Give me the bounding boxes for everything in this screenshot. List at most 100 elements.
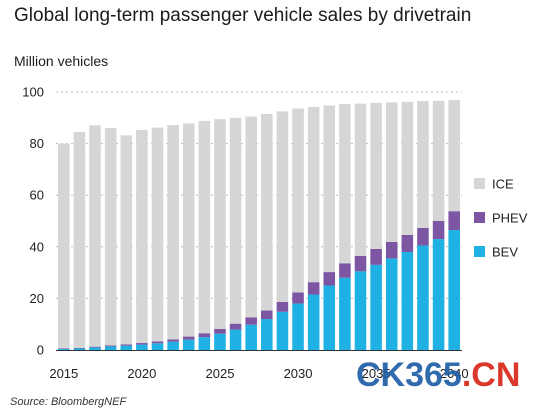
bar-bev-2032 [323, 285, 336, 350]
watermark-part-2: .CN [461, 356, 521, 394]
bar-bev-2033 [339, 277, 351, 350]
bar-phev-2037 [401, 234, 414, 252]
bar-ice-2037 [401, 101, 414, 235]
bar-bev-2036 [385, 258, 398, 350]
bar-ice-2027 [245, 116, 257, 318]
bar-ice-2016 [73, 131, 86, 348]
bar-bev-2027 [245, 324, 257, 350]
legend-label-phev: PHEV [492, 211, 528, 226]
bar-bev-2028 [261, 319, 273, 350]
bar-bev-2022 [167, 341, 179, 350]
bar-phev-2035 [370, 248, 382, 265]
bar-ice-2038 [417, 101, 429, 228]
bar-bev-2023 [182, 339, 195, 350]
bar-ice-2026 [229, 117, 242, 324]
bar-bev-2016 [73, 348, 86, 350]
bar-phev-2015 [58, 348, 70, 349]
bar-bev-2037 [401, 251, 414, 350]
x-tick-label: 2020 [127, 366, 156, 381]
y-tick-label: 60 [30, 188, 44, 203]
bar-bev-2018 [104, 346, 117, 350]
bar-bev-2034 [354, 271, 367, 350]
bar-phev-2026 [229, 323, 242, 330]
bar-phev-2018 [104, 345, 117, 347]
x-axis-ticks: 2015 2020 2025 2030 2035 2040 [49, 366, 468, 381]
bar-phev-2027 [245, 317, 257, 325]
bar-phev-2039 [432, 221, 445, 240]
bars [58, 100, 460, 350]
bar-phev-2029 [276, 302, 289, 312]
y-tick-label: 20 [30, 291, 44, 306]
watermark-part-1: CK365 [356, 356, 462, 394]
bar-bev-2020 [136, 344, 148, 350]
bar-bev-2021 [151, 343, 164, 350]
bar-phev-2023 [182, 336, 195, 340]
watermark-logo: CK365.CN [356, 356, 520, 395]
x-tick-label: 2025 [206, 366, 235, 381]
y-tick-label: 80 [30, 136, 44, 151]
bar-ice-2035 [370, 102, 382, 249]
bar-ice-2022 [167, 125, 179, 340]
bar-bev-2038 [417, 245, 429, 350]
bar-bev-2029 [276, 311, 289, 350]
source-note: Source: BloombergNEF [10, 396, 127, 408]
bar-bev-2030 [292, 303, 304, 350]
chart-title: Global long-term passenger vehicle sales… [14, 5, 472, 26]
y-axis-label: Million vehicles [14, 53, 109, 69]
y-tick-label: 0 [37, 343, 44, 358]
bar-phev-2024 [198, 333, 211, 338]
bar-ice-2020 [136, 129, 148, 344]
bar-bev-2026 [229, 329, 242, 350]
bar-bev-2035 [370, 264, 382, 350]
legend-label-bev: BEV [492, 245, 518, 260]
bar-phev-2040 [448, 211, 460, 231]
bar-phev-2036 [385, 241, 398, 259]
legend: ICE PHEV BEV [474, 177, 528, 260]
bar-ice-2029 [276, 111, 289, 303]
bar-ice-2023 [182, 123, 195, 337]
legend-label-ice: ICE [492, 177, 514, 192]
bar-bev-2039 [432, 239, 445, 350]
bar-phev-2020 [136, 343, 148, 345]
y-tick-label: 100 [22, 85, 44, 100]
x-tick-label: 2015 [49, 366, 78, 381]
bar-ice-2021 [151, 127, 164, 342]
bar-phev-2017 [89, 346, 101, 348]
bar-phev-2028 [261, 310, 273, 320]
bar-phev-2016 [73, 347, 86, 349]
bar-phev-2019 [120, 344, 133, 346]
bar-ice-2018 [104, 128, 117, 346]
bar-ice-2015 [58, 143, 70, 349]
bar-ice-2034 [354, 103, 367, 256]
bar-phev-2032 [323, 272, 336, 286]
bar-bev-2015 [58, 348, 70, 350]
bar-ice-2031 [307, 106, 320, 283]
bar-phev-2030 [292, 292, 304, 304]
bar-phev-2022 [167, 339, 179, 342]
bar-bev-2024 [198, 337, 211, 350]
x-tick-label: 2040 [440, 366, 469, 381]
y-tick-label: 40 [30, 239, 44, 254]
x-tick-label: 2035 [362, 366, 391, 381]
bar-ice-2025 [214, 119, 226, 329]
legend-swatch-bev [474, 246, 485, 257]
bar-bev-2031 [307, 294, 320, 350]
bar-ice-2019 [120, 135, 133, 345]
bar-ice-2030 [292, 108, 304, 293]
bar-phev-2034 [354, 255, 367, 272]
bar-phev-2038 [417, 227, 429, 246]
bar-ice-2033 [339, 103, 351, 264]
bar-bev-2040 [448, 230, 460, 350]
bar-phev-2033 [339, 263, 351, 278]
bar-phev-2025 [214, 328, 226, 334]
bar-bev-2025 [214, 333, 226, 350]
legend-swatch-phev [474, 212, 485, 223]
bar-ice-2017 [89, 125, 101, 347]
bar-ice-2036 [385, 102, 398, 242]
bar-ice-2024 [198, 120, 211, 334]
y-axis-ticks: 0 20 40 60 80 100 [22, 85, 44, 358]
bar-bev-2017 [89, 347, 101, 350]
bar-ice-2039 [432, 100, 445, 221]
bar-ice-2028 [261, 113, 273, 311]
